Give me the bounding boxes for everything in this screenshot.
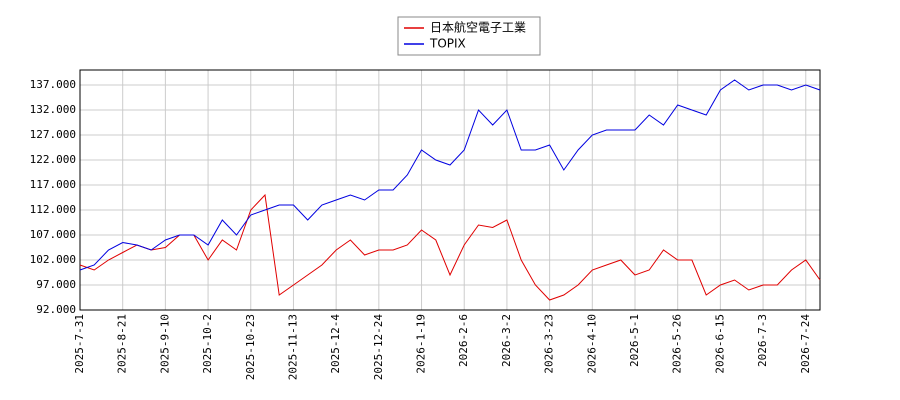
y-tick-label: 132.000 [30, 103, 76, 116]
x-tick-label: 2025-10-2 [201, 314, 214, 374]
x-tick-label: 2026-5-26 [671, 314, 684, 374]
y-tick-label: 92.000 [36, 303, 76, 316]
y-tick-label: 137.000 [30, 78, 76, 91]
x-tick-label: 2026-7-3 [756, 314, 769, 367]
series-line [79, 79, 821, 271]
x-tick-label: 2025-12-24 [372, 314, 385, 381]
legend-label: 日本航空電子工業 [430, 20, 526, 35]
x-tick-label: 2026-2-6 [457, 314, 470, 367]
x-tick-label: 2026-5-1 [628, 314, 641, 367]
x-tick-label: 2026-7-24 [799, 314, 812, 374]
x-tick-label: 2026-3-23 [543, 314, 556, 374]
x-tick-label: 2025-9-10 [158, 314, 171, 374]
y-tick-label: 117.000 [30, 178, 76, 191]
x-tick-label: 2026-1-19 [415, 314, 428, 374]
y-tick-label: 102.000 [30, 253, 76, 266]
y-tick-label: 97.000 [36, 278, 76, 291]
x-tick-label: 2025-10-23 [244, 314, 257, 380]
series-line [79, 193, 821, 301]
x-tick-label: 2025-7-31 [73, 314, 86, 374]
legend-box [397, 16, 541, 56]
x-tick-label: 2025-12-4 [329, 314, 342, 374]
x-tick-label: 2026-3-2 [500, 314, 513, 367]
legend-label: TOPIX [429, 37, 466, 51]
x-tick-label: 2026-6-15 [713, 314, 726, 374]
x-tick-label: 2026-4-10 [585, 314, 598, 374]
plot-frame [79, 69, 821, 311]
x-tick-label: 2025-8-21 [116, 314, 129, 374]
x-tick-label: 2025-11-13 [286, 314, 299, 380]
y-tick-label: 127.000 [30, 128, 76, 141]
y-tick-label: 112.000 [30, 203, 76, 216]
y-tick-label: 107.000 [30, 228, 76, 241]
y-tick-label: 122.000 [30, 153, 76, 166]
